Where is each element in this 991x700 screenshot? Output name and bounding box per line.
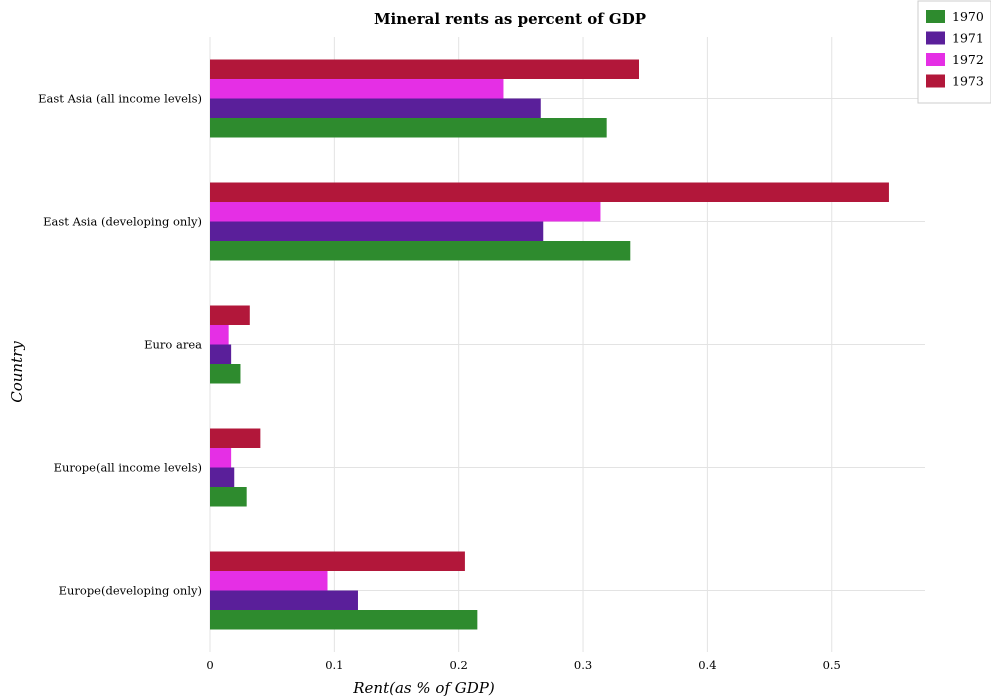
legend-swatch xyxy=(926,53,945,66)
plot-area: East Asia (all income levels) East Asia (… xyxy=(38,37,925,672)
bar-1971 xyxy=(210,467,235,487)
bar-1970 xyxy=(210,487,247,507)
bar-1970 xyxy=(210,364,241,384)
legend-label: 1973 xyxy=(952,74,984,89)
bar-1973 xyxy=(210,305,250,325)
bar-1970 xyxy=(210,610,478,630)
x-tick-label: 0.1 xyxy=(325,658,343,672)
y-axis-label: Country xyxy=(8,341,26,403)
legend-swatch xyxy=(926,31,945,45)
bar-1971 xyxy=(210,221,544,241)
x-tick-label: 0 xyxy=(206,658,213,672)
bar-1970 xyxy=(210,241,631,261)
bar-1972 xyxy=(210,202,601,222)
y-tick-label: East Asia (developing only) xyxy=(43,215,202,229)
bar-1973 xyxy=(210,182,889,202)
chart-title: Mineral rents as percent of GDP xyxy=(374,10,646,28)
y-tick-label: Europe(all income levels) xyxy=(54,461,202,475)
bar-1972 xyxy=(210,448,232,468)
x-axis-label: Rent(as % of GDP) xyxy=(352,679,495,697)
legend-swatch xyxy=(926,10,945,23)
y-tick-labels: East Asia (all income levels) East Asia (… xyxy=(38,92,202,598)
bars xyxy=(210,59,889,630)
bar-1973 xyxy=(210,59,639,79)
x-tick-labels: 0 0.1 0.2 0.3 0.4 0.5 xyxy=(206,658,841,672)
bar-1973 xyxy=(210,551,465,571)
legend: 1970 1971 1972 1973 xyxy=(917,0,991,104)
bar-1972 xyxy=(210,79,504,99)
x-tick-label: 0.5 xyxy=(823,658,841,672)
legend-label: 1970 xyxy=(952,9,984,24)
bar-1972 xyxy=(210,325,229,345)
bar-1970 xyxy=(210,118,607,138)
y-tick-label: Euro area xyxy=(144,338,202,352)
x-tick-label: 0.3 xyxy=(574,658,592,672)
y-tick-label: Europe(developing only) xyxy=(59,584,202,598)
legend-swatch xyxy=(926,74,945,88)
bar-1971 xyxy=(210,344,232,364)
x-tick-label: 0.4 xyxy=(698,658,716,672)
bar-1971 xyxy=(210,98,541,118)
bar-1973 xyxy=(210,428,261,448)
bar-1971 xyxy=(210,590,358,610)
x-tick-label: 0.2 xyxy=(450,658,468,672)
y-tick-label: East Asia (all income levels) xyxy=(38,92,202,106)
legend-label: 1971 xyxy=(952,31,984,46)
bar-1972 xyxy=(210,571,328,591)
legend-label: 1972 xyxy=(952,52,984,67)
